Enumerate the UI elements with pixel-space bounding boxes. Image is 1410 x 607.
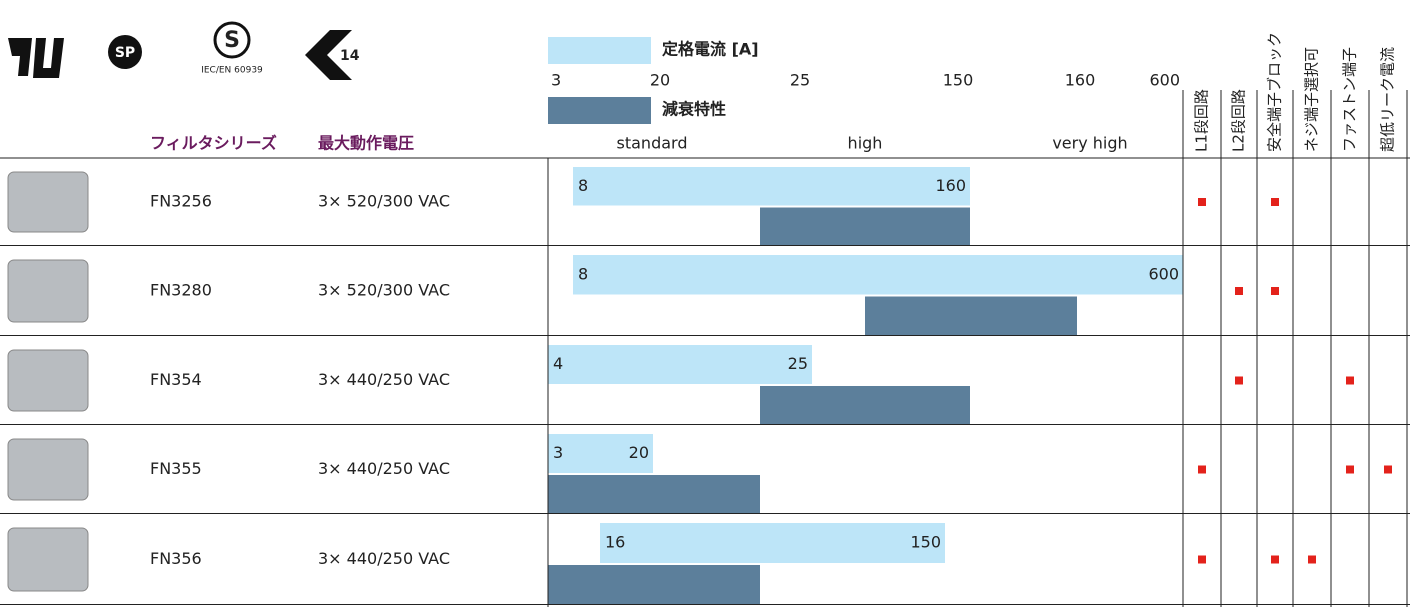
attenuation-level: very high	[1052, 134, 1127, 153]
current-bar	[548, 345, 812, 384]
feature-marker	[1235, 377, 1243, 385]
product-image	[8, 439, 88, 500]
feature-header: L2段回路	[1230, 89, 1248, 152]
logos: SP S	[8, 23, 352, 80]
series: FN356	[150, 549, 202, 568]
feature-marker	[1198, 556, 1206, 564]
series: FN354	[150, 370, 202, 389]
feature-header: 超低リーク電流	[1379, 47, 1397, 152]
feature-marker	[1346, 377, 1354, 385]
feature-header: ファストン端子	[1341, 47, 1359, 152]
svg-text:SP: SP	[115, 45, 135, 61]
current-legend: 定格電流 [A]	[661, 40, 759, 59]
current-bar	[573, 167, 970, 206]
product-image	[8, 528, 88, 591]
voltage: 3× 440/250 VAC	[318, 370, 450, 389]
current-legend-swatch	[548, 37, 651, 64]
attenuation-legend-swatch	[548, 97, 651, 124]
feature-header: L1段回路	[1193, 89, 1211, 152]
series: FN3256	[150, 192, 212, 211]
feature-marker	[1271, 556, 1279, 564]
current-scale-label: 25	[790, 71, 810, 90]
current-max: 600	[1148, 264, 1179, 283]
series: FN355	[150, 459, 202, 478]
current-min: 3	[553, 443, 563, 462]
product-image	[8, 172, 88, 232]
attenuation-level: standard	[617, 134, 688, 153]
current-scale-label: 160	[1065, 71, 1096, 90]
current-min: 8	[578, 264, 588, 283]
series: FN3280	[150, 281, 212, 300]
current-bar	[573, 255, 1183, 295]
voltage: 3× 440/250 VAC	[318, 549, 450, 568]
feature-marker	[1384, 466, 1392, 474]
feature-marker	[1271, 198, 1279, 206]
voltage: 3× 520/300 VAC	[318, 281, 450, 300]
svg-text:S: S	[224, 28, 240, 53]
current-scale-label: 3	[551, 71, 561, 90]
feature-marker	[1198, 198, 1206, 206]
current-max: 25	[788, 354, 808, 373]
series-header: フィルタシリーズ	[150, 134, 277, 153]
current-max: 20	[629, 443, 649, 462]
current-max: 150	[910, 533, 941, 552]
feature-header: 安全端子ブロック	[1266, 32, 1284, 152]
enec-mark: 14	[340, 48, 360, 64]
attenuation-level: high	[848, 134, 883, 153]
voltage: 3× 440/250 VAC	[318, 459, 450, 478]
feature-marker	[1271, 287, 1279, 295]
attenuation-bar	[760, 208, 970, 247]
current-min: 16	[605, 533, 625, 552]
attenuation-legend: 減衰特性	[662, 100, 726, 119]
feature-marker	[1346, 466, 1354, 474]
cert-label: IEC/EN 60939	[201, 66, 263, 76]
current-max: 160	[935, 176, 966, 195]
attenuation-bar	[760, 386, 970, 425]
attenuation-bar	[548, 475, 760, 514]
voltage: 3× 520/300 VAC	[318, 192, 450, 211]
feature-marker	[1198, 466, 1206, 474]
current-scale-label: 20	[650, 71, 670, 90]
current-scale-label: 600	[1149, 71, 1180, 90]
current-min: 8	[578, 176, 588, 195]
feature-header: ネジ端子選択可	[1303, 47, 1321, 152]
feature-marker	[1235, 287, 1243, 295]
attenuation-bar	[548, 565, 760, 605]
current-bar	[600, 523, 945, 563]
voltage-header: 最大動作電圧	[318, 134, 414, 153]
current-min: 4	[553, 354, 563, 373]
current-scale-label: 150	[943, 71, 974, 90]
attenuation-bar	[865, 297, 1077, 337]
page: SP S IEC/EN 60939 14 定格電流 [A] 減衰特性 フィルタシ…	[0, 0, 1410, 607]
feature-marker	[1308, 556, 1316, 564]
product-image	[8, 260, 88, 322]
product-image	[8, 350, 88, 411]
